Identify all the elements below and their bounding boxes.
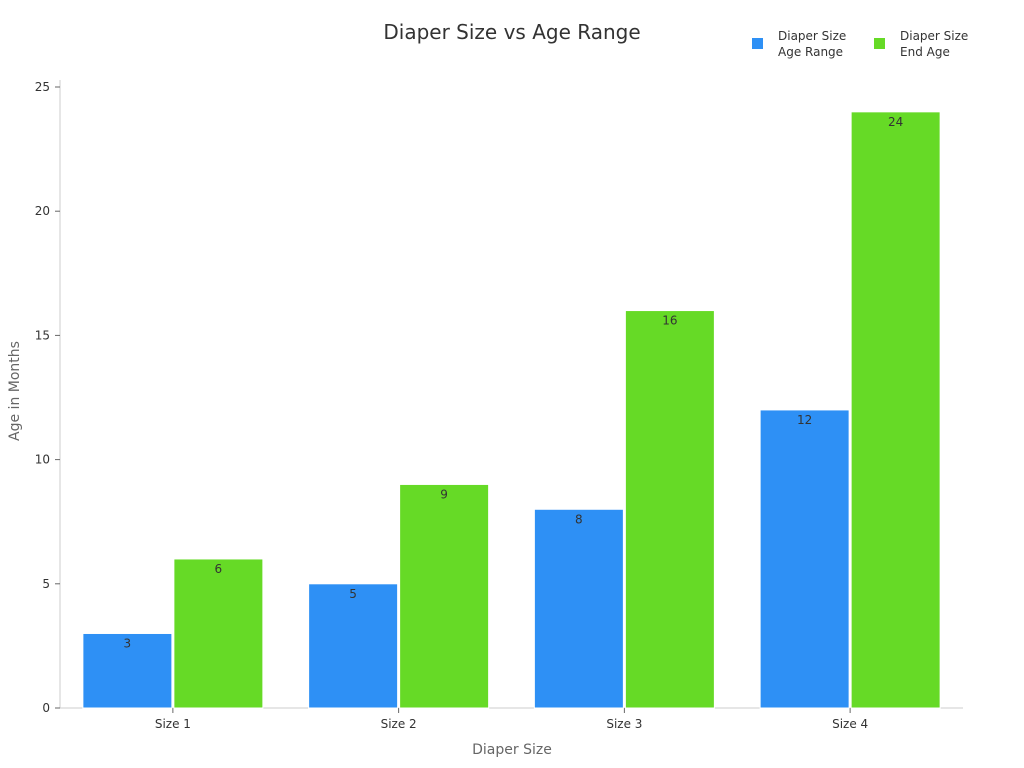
bar-series-1 (82, 632, 173, 709)
y-tick-label: 15 (35, 328, 50, 342)
legend-swatch-series-1 (752, 38, 763, 49)
y-tick-label: 25 (35, 80, 50, 94)
y-axis-title: Age in Months (7, 341, 23, 441)
data-label: 6 (215, 562, 223, 576)
legend-item-series-2: Diaper Size End Age (874, 28, 976, 60)
data-label: 8 (575, 512, 583, 526)
x-tick-label: Size 4 (832, 717, 868, 731)
legend-swatch-series-2 (874, 38, 885, 49)
bar-series-2 (624, 310, 715, 709)
data-label: 5 (349, 587, 357, 601)
bar-series-1 (533, 508, 624, 709)
x-tick-label: Size 1 (155, 717, 191, 731)
y-tick-label: 20 (35, 204, 50, 218)
data-label: 12 (797, 413, 812, 427)
bar-series-2 (399, 483, 490, 709)
data-label: 3 (124, 636, 132, 650)
legend-label-line: End Age (900, 45, 950, 59)
legend-label-line: Diaper Size (900, 29, 969, 43)
data-label: 16 (662, 314, 677, 328)
y-tick-label: 0 (42, 701, 50, 715)
legend-label-series-1: Diaper Size Age Range (778, 28, 854, 60)
bar-series-1 (759, 409, 850, 709)
data-label: 9 (440, 487, 448, 501)
x-tick-label: Size 2 (381, 717, 417, 731)
y-tick-label: 10 (35, 453, 50, 467)
chart-title: Diaper Size vs Age Range (383, 20, 641, 44)
legend-label-line: Age Range (778, 45, 844, 59)
legend-label-line: Diaper Size (778, 29, 847, 43)
x-tick-label: Size 3 (606, 717, 642, 731)
bar-series-2 (850, 111, 941, 709)
legend-label-series-2: Diaper Size End Age (900, 28, 976, 60)
y-tick-label: 5 (42, 577, 50, 591)
bar-series-2 (173, 558, 264, 709)
legend: Diaper Size Age Range Diaper Size End Age (752, 28, 976, 60)
data-label: 24 (888, 115, 903, 129)
bar-series-1 (308, 583, 399, 709)
legend-item-series-1: Diaper Size Age Range (752, 28, 854, 60)
x-axis-title: Diaper Size (472, 742, 552, 758)
